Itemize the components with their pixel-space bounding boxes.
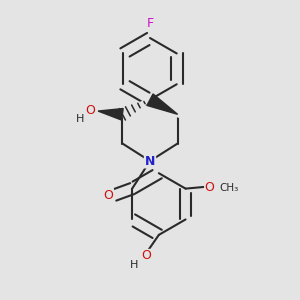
Text: O: O: [85, 104, 95, 117]
Text: O: O: [103, 189, 113, 202]
Text: O: O: [141, 250, 151, 262]
Text: CH₃: CH₃: [219, 183, 238, 193]
Text: H: H: [76, 114, 84, 124]
Polygon shape: [147, 94, 178, 114]
Text: N: N: [145, 154, 155, 167]
Polygon shape: [98, 109, 123, 120]
Text: O: O: [205, 181, 214, 194]
Text: H: H: [130, 260, 139, 270]
Text: F: F: [146, 17, 154, 30]
